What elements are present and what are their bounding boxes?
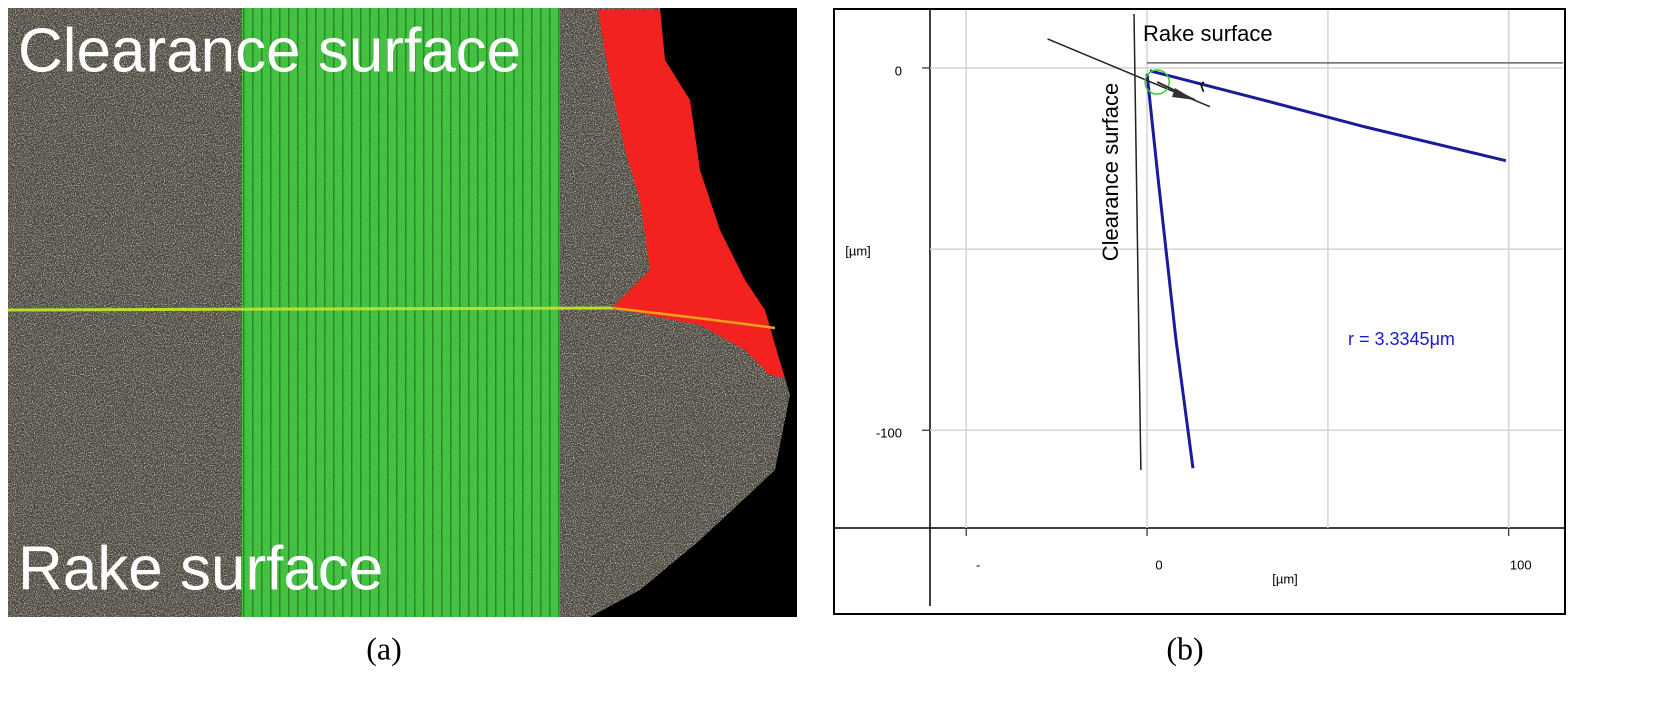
arrow-head xyxy=(1172,88,1195,100)
caption: (a) xyxy=(366,630,402,666)
profile-line-edge xyxy=(611,306,776,330)
x-tick-label: 0 xyxy=(1155,557,1162,572)
profile-line xyxy=(1145,73,1195,469)
edge-region xyxy=(598,10,785,378)
panel-a-top-label: Clearance surface xyxy=(18,16,521,85)
annotation: Clearance surface xyxy=(1098,83,1123,262)
x-tick-label: - xyxy=(976,557,980,572)
annotation: Rake surface xyxy=(1143,21,1273,46)
panel-b-frame xyxy=(833,8,1566,615)
y-tick-label: -100 xyxy=(876,426,902,441)
y-tick-label: 0 xyxy=(895,63,902,78)
profile-line xyxy=(1149,69,1507,163)
x-tick-label: 100 xyxy=(1510,557,1532,572)
y-axis-label: [µm] xyxy=(845,243,871,258)
measurement-band xyxy=(242,8,560,617)
fit-circle xyxy=(1144,69,1170,95)
fit-circle-label: r = 3.3345μm xyxy=(1348,329,1455,349)
background-region xyxy=(590,8,797,617)
panel-a-image: Clearance surface Rake surface xyxy=(7,8,797,617)
caption: (b) xyxy=(1166,630,1203,666)
profile-line xyxy=(7,306,613,312)
x-axis-label: [µm] xyxy=(1272,571,1298,586)
panel-a-bottom-label: Rake surface xyxy=(18,534,383,603)
profile-line xyxy=(1133,13,1142,471)
